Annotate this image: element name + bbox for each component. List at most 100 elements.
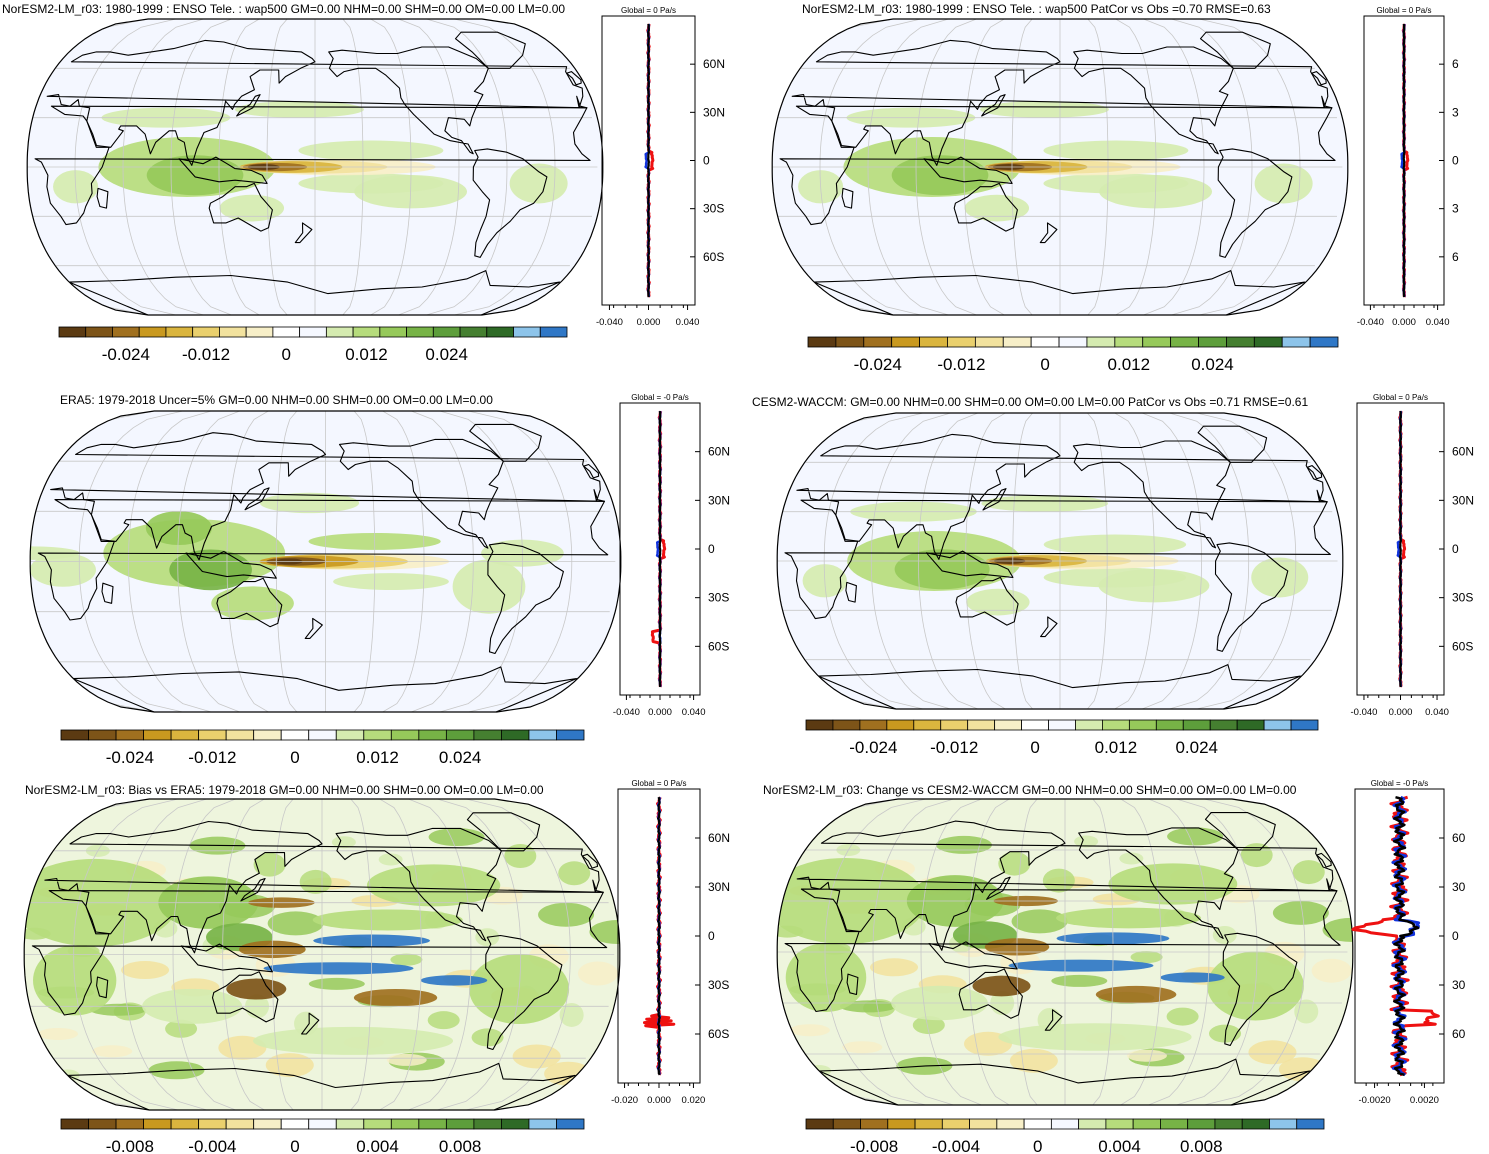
bias-patch <box>870 958 919 977</box>
colorbar-swatch <box>919 336 948 348</box>
bias-patch <box>427 1011 460 1030</box>
colorbar-swatch <box>1078 1118 1107 1130</box>
colorbar-tick-label: -0.012 <box>188 748 236 767</box>
bias-patch <box>512 1044 561 1069</box>
graticule-meridian <box>454 19 556 315</box>
colorbar-swatch <box>967 719 996 731</box>
coastline-antarctica <box>813 270 1306 315</box>
colorbar-swatch <box>88 1118 117 1130</box>
graticule-meridian <box>177 411 240 712</box>
coastline-japan <box>981 94 1006 117</box>
anomaly-region <box>1043 140 1189 161</box>
anomaly-region <box>1043 567 1187 588</box>
lat-tick-label: 3 <box>1452 202 1459 216</box>
colorbar-tick-label: 0 <box>1030 738 1039 757</box>
bias-patch <box>299 869 332 894</box>
profile-title: Global = 0 Pa/s <box>632 779 687 788</box>
lat-tick-label: 60 <box>1452 831 1466 845</box>
lat-tick-label: 0 <box>708 929 715 943</box>
profile-axes <box>617 788 701 1088</box>
coastline-australia <box>208 182 273 232</box>
colorbar-swatch <box>556 729 585 741</box>
colorbar-tick-label: -0.008 <box>106 1137 154 1154</box>
graticule-meridian <box>408 799 472 1110</box>
graticule-meridian <box>1114 413 1155 709</box>
colorbar-swatch <box>1023 1118 1052 1130</box>
map-content <box>24 799 620 1110</box>
coastline-japan <box>982 488 1007 511</box>
graticule-meridian <box>824 799 926 1105</box>
coastline-africa <box>784 499 1331 620</box>
anomaly-region <box>263 962 414 975</box>
graticule-meridian <box>963 19 1005 315</box>
lat-tick-label: 60S <box>708 1027 729 1041</box>
graticule-meridian <box>218 19 260 315</box>
colorbar-swatch <box>335 1118 365 1130</box>
graticule-meridian <box>266 19 288 315</box>
coastline-greenland <box>1204 812 1276 851</box>
coastline-eurasia <box>46 39 588 166</box>
colorbar-swatch <box>253 729 282 741</box>
colorbar-swatch <box>60 729 89 741</box>
colorbar-swatch <box>832 719 861 731</box>
graticule-meridian <box>1011 19 1033 315</box>
coastline-north-america <box>1072 440 1231 549</box>
bias-patch <box>267 911 324 936</box>
bias-patch <box>1011 909 1068 934</box>
map-border <box>29 410 622 713</box>
coastline-madagascar <box>841 187 854 209</box>
colorbar-swatch <box>1263 719 1292 731</box>
bias-patch <box>90 1003 147 1016</box>
coastline-antarctica <box>67 1062 576 1110</box>
graticule-meridian <box>465 799 571 1110</box>
graticule-meridian <box>1012 413 1033 709</box>
coastline-uk <box>1316 852 1332 868</box>
colorbar-swatch <box>280 729 310 741</box>
anomaly-region <box>259 492 360 514</box>
profile-x-tick-label: -0.040 <box>1350 707 1377 718</box>
anomaly-region <box>1160 972 1225 983</box>
colorbar-swatch <box>501 1118 530 1130</box>
graticule-meridian <box>170 19 232 315</box>
colorbar-swatch <box>432 326 461 338</box>
coastline-indonesia <box>180 943 273 973</box>
bias-patch <box>912 1016 945 1035</box>
colorbar-tick-label: 0.004 <box>1098 1137 1141 1154</box>
coastline-australia <box>955 576 1019 626</box>
coastline-indonesia <box>185 550 277 579</box>
coastline-north-america <box>1078 827 1239 939</box>
lat-tick-label: 6 <box>1452 250 1459 264</box>
colorbar-swatch <box>115 729 144 741</box>
lat-tick-label: 0 <box>708 542 715 556</box>
profile-x-tick-label: -0.0020 <box>1358 1095 1390 1106</box>
colorbar-swatch <box>887 1118 916 1130</box>
colorbar-swatch <box>1160 1118 1189 1130</box>
colorbar-swatch <box>299 326 327 338</box>
colorbar-swatch <box>459 326 488 338</box>
colorbar-swatch <box>1102 719 1130 731</box>
panel-title: NorESM2-LM_r03: Change vs CESM2-WACCM GM… <box>763 783 1297 797</box>
colorbar-swatch <box>1269 1118 1298 1130</box>
profile-x-tick-label: 0.040 <box>682 707 706 718</box>
map-content <box>30 411 621 712</box>
colorbar-swatch <box>473 729 502 741</box>
panel-6: NorESM2-LM_r03: Change vs CESM2-WACCM GM… <box>745 770 1489 1154</box>
colorbar: -0.008 -0.004 0 0.004 0.008 <box>805 1118 1325 1154</box>
bias-patch <box>998 851 1031 876</box>
colorbar-swatch <box>1048 719 1076 731</box>
colorbar-swatch <box>1105 1118 1134 1130</box>
colorbar-swatch <box>835 336 865 348</box>
panel-2: NorESM2-LM_r03: 1980-1999 : ENSO Tele. :… <box>745 0 1489 385</box>
anomaly-region <box>420 975 488 986</box>
map-border <box>771 18 1349 316</box>
colorbar-swatch <box>335 729 365 741</box>
colorbar-swatch <box>1290 719 1319 731</box>
coastline-new-zealand <box>1039 222 1058 244</box>
panel-title: NorESM2-LM_r03: Bias vs ERA5: 1979-2018 … <box>25 783 544 797</box>
colorbar-tick-label: 0.012 <box>345 345 388 364</box>
profile-x-tick-label: 0.040 <box>1425 707 1449 718</box>
profile-x-tick-label: 0.000 <box>1389 707 1413 718</box>
colorbar-swatch <box>1128 719 1157 731</box>
panel-title: CESM2-WACCM: GM=0.00 NHM=0.00 SHM=0.00 O… <box>752 395 1309 409</box>
lat-tick-label: 30S <box>708 591 729 605</box>
